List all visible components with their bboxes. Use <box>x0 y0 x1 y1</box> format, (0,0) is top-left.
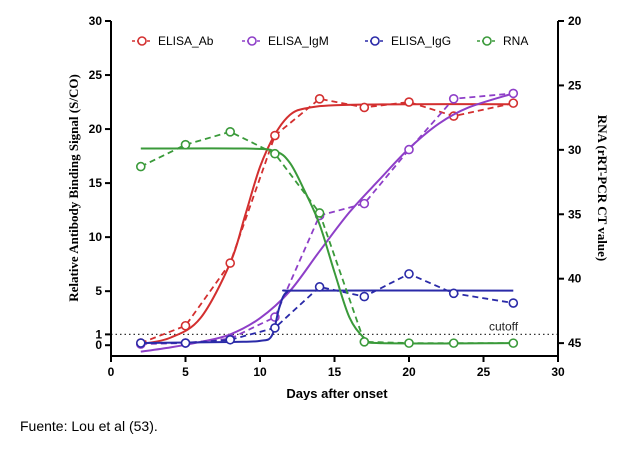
figure-caption: Fuente: Lou et al (53). <box>20 418 158 434</box>
left-axis-title: Relative Antibody Binding Signal (S/CO) <box>66 74 81 302</box>
x-tick-label: 30 <box>551 365 565 379</box>
right-axis-title: RNA (rRT-PCR CT value) <box>595 115 610 262</box>
point-elisa-igg <box>359 291 370 302</box>
point-elisa-ab <box>359 102 370 113</box>
point-elisa-ab <box>270 130 280 141</box>
legend-marker-elisa-igg <box>370 36 380 46</box>
observed-line-elisa-igg <box>140 272 514 344</box>
left-tick-label: 30 <box>89 14 103 28</box>
point-elisa-ab <box>508 98 519 108</box>
fit-line-rna <box>140 147 514 345</box>
point-elisa-igg <box>404 269 414 279</box>
legend-marker-elisa-ab <box>137 36 147 46</box>
point-elisa-igg <box>180 338 191 348</box>
point-rna <box>270 148 280 159</box>
right-tick-label: 35 <box>568 207 582 221</box>
right-tick-label: 45 <box>568 336 582 350</box>
point-elisa-igg <box>448 288 459 299</box>
fit-line-elisa-igg <box>140 289 514 345</box>
fit-line-elisa-igm <box>140 92 514 353</box>
right-tick-label: 25 <box>568 78 582 92</box>
left-tick-label: 10 <box>89 230 103 244</box>
x-tick-label: 10 <box>253 365 267 379</box>
point-rna <box>225 127 235 137</box>
right-tick-label: 30 <box>568 143 582 157</box>
point-rna <box>136 161 146 172</box>
legend-label-elisa-igg: ELISA_IgG <box>391 34 451 48</box>
left-tick-label: 20 <box>89 122 103 136</box>
left-tick-label: 0 <box>95 338 102 352</box>
point-elisa-igm <box>508 88 519 99</box>
point-elisa-igg <box>270 323 280 333</box>
legend-label-elisa-ab: ELISA_Ab <box>158 34 214 48</box>
point-rna <box>404 338 414 348</box>
point-elisa-igg <box>225 334 235 345</box>
left-tick-label: 1 <box>95 327 102 341</box>
point-elisa-ab <box>225 258 235 268</box>
point-elisa-ab <box>404 97 414 107</box>
point-elisa-igm <box>359 198 370 209</box>
left-tick-label: 5 <box>95 284 102 298</box>
plot-layer: cutoff <box>111 319 558 335</box>
legend-marker-elisa-igm <box>247 36 257 46</box>
observed-line-elisa-ab <box>140 97 514 344</box>
observed-line-elisa-igm <box>140 92 514 346</box>
fit-line-elisa-ab <box>140 103 514 346</box>
point-elisa-igm <box>404 144 414 155</box>
point-rna <box>314 208 325 218</box>
point-elisa-ab <box>180 320 191 331</box>
left-tick-label: 25 <box>89 68 103 82</box>
x-tick-label: 15 <box>328 365 342 379</box>
point-elisa-igm <box>448 94 459 104</box>
right-tick-label: 20 <box>568 14 582 28</box>
point-rna <box>508 338 519 348</box>
legend: ELISA_Ab ELISA_IgM ELISA_IgG RNA <box>132 34 528 48</box>
point-elisa-igg <box>314 282 325 292</box>
x-tick-label: 0 <box>108 365 115 379</box>
point-elisa-ab <box>314 94 325 104</box>
legend-marker-rna <box>482 36 492 46</box>
cutoff-label: cutoff <box>489 319 519 333</box>
left-tick-label: 15 <box>89 176 103 190</box>
point-elisa-igg <box>508 298 519 308</box>
point-elisa-igg <box>136 338 146 348</box>
point-rna <box>448 338 459 348</box>
right-tick-label: 40 <box>568 272 582 286</box>
series-layer <box>136 88 519 353</box>
legend-label-rna: RNA <box>503 34 528 48</box>
legend-label-elisa-igm: ELISA_IgM <box>268 34 329 48</box>
observed-line-rna <box>140 130 514 345</box>
x-tick-label: 25 <box>477 365 491 379</box>
point-rna <box>180 139 191 150</box>
x-tick-label: 5 <box>182 365 189 379</box>
point-rna <box>359 337 370 347</box>
x-tick-label: 20 <box>402 365 416 379</box>
x-axis-title: Days after onset <box>286 386 388 400</box>
